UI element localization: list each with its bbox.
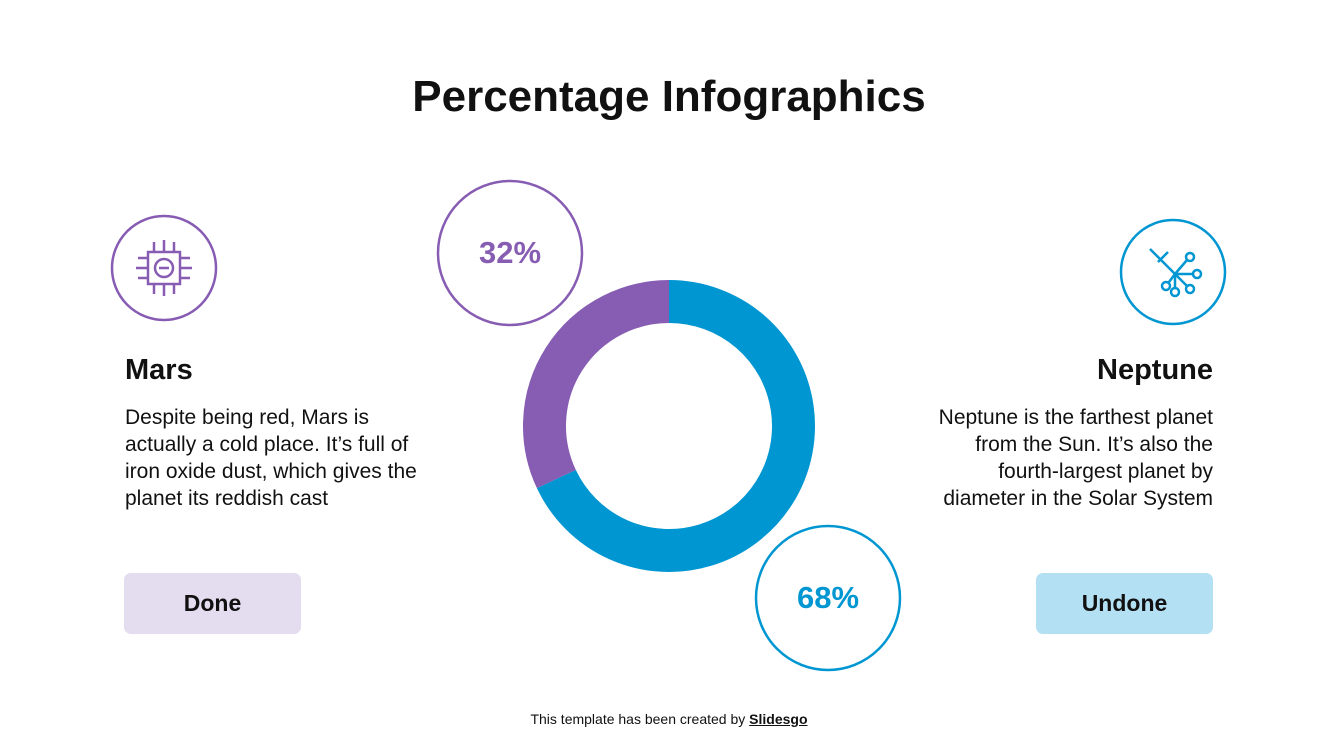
neptune-heading: Neptune <box>1097 354 1213 386</box>
donut-segment <box>523 280 670 489</box>
undone-button[interactable]: Undone <box>1036 573 1213 634</box>
footer-link[interactable]: Slidesgo <box>749 711 808 727</box>
value-label-circle <box>436 179 584 327</box>
value-label-circle <box>754 524 902 672</box>
mars-text: Despite being red, Mars is actually a co… <box>125 406 417 510</box>
mars-icon <box>110 214 218 322</box>
value-label: 68% <box>797 580 859 615</box>
done-button[interactable]: Done <box>124 573 301 634</box>
donut-segment <box>536 280 815 572</box>
neptune-text: Neptune is the farthest planet from the … <box>938 406 1213 510</box>
mars-heading: Mars <box>125 354 193 386</box>
neptune-icon <box>1119 218 1227 326</box>
footer-text: This template has been created by <box>530 711 746 727</box>
title: Percentage Infographics <box>412 72 926 121</box>
value-label: 32% <box>479 235 541 270</box>
footer: This template has been created by Slides… <box>0 711 1338 727</box>
